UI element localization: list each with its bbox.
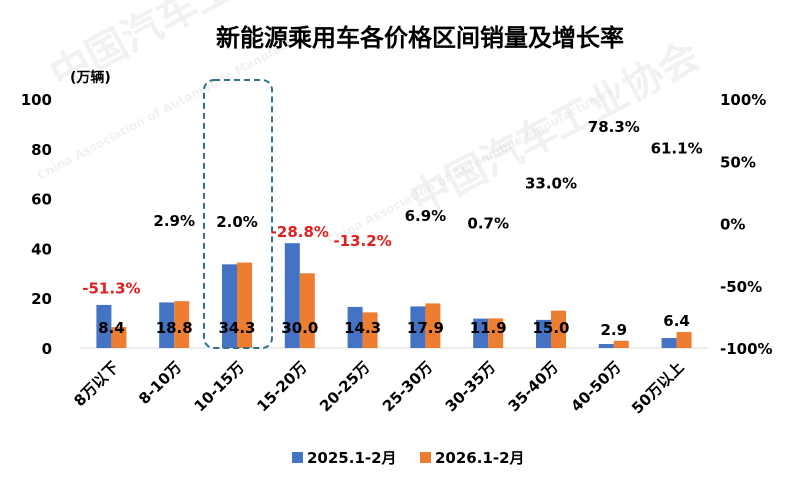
x-tick-label: 50万以上	[628, 358, 687, 417]
value-labels: 8.4 18.8 34.3 30.0 14.3 17.9 11.9 15.0 2.9 6.4	[98, 312, 690, 339]
value-label: 30.0	[281, 319, 318, 337]
x-tick-label: 20-25万	[316, 358, 373, 415]
right-tick-label: -50%	[720, 278, 762, 296]
growth-labels: -51.3% 2.9% 2.0% -28.8% -13.2% 6.9% 0.7% 33.0% 7…	[82, 118, 702, 297]
x-tick-label: 15-20万	[253, 358, 310, 415]
legend-label: 2025.1-2月	[307, 449, 397, 467]
legend-swatch	[420, 452, 431, 463]
legend-swatch	[292, 452, 303, 463]
bar-series1	[410, 306, 426, 348]
right-tick-label: 50%	[720, 153, 756, 171]
growth-label: 33.0%	[525, 174, 577, 192]
bar-series1	[222, 264, 237, 348]
bar-series1	[347, 306, 363, 348]
legend-label: 2026.1-2月	[435, 449, 525, 467]
left-axis-ticks: 0 20 40 60 80 100	[21, 91, 52, 358]
bar-series2	[299, 273, 315, 348]
highlight-box	[203, 79, 273, 349]
right-tick-label: -100%	[720, 340, 773, 358]
bar-series1	[159, 302, 175, 348]
highlight-rect	[203, 79, 273, 349]
growth-label: 2.0%	[216, 213, 258, 231]
bar-series1	[96, 304, 112, 348]
bar-series2	[425, 303, 441, 348]
left-tick-label: 0	[42, 340, 52, 358]
right-tick-label: 100%	[720, 91, 766, 109]
value-label: 8.4	[98, 319, 125, 337]
value-label: 17.9	[407, 319, 444, 337]
bar-series2	[551, 310, 566, 348]
growth-label: 6.9%	[405, 207, 447, 225]
growth-label: 2.9%	[153, 212, 195, 230]
value-label: 2.9	[601, 321, 628, 339]
value-label: 18.8	[156, 319, 193, 337]
x-tick-label: 30-35万	[442, 358, 499, 415]
bar-series2	[174, 301, 190, 348]
y-axis-unit: (万辆)	[70, 69, 111, 86]
bar-series2	[613, 340, 629, 348]
bar-series2	[237, 262, 252, 348]
left-tick-label: 40	[31, 240, 52, 258]
x-tick-label: 8-10万	[135, 358, 185, 408]
growth-label: 78.3%	[588, 118, 640, 136]
growth-label: -13.2%	[333, 232, 391, 250]
bar-series1	[598, 344, 614, 348]
bar-series1	[536, 319, 551, 348]
value-label: 11.9	[470, 319, 507, 337]
bar-series1	[284, 243, 300, 348]
value-label: 14.3	[344, 319, 381, 337]
bars	[96, 243, 692, 348]
chart-title: 新能源乘用车各价格区间销量及增长率	[216, 24, 624, 52]
bar-series2	[488, 318, 504, 348]
growth-label: -51.3%	[82, 279, 140, 297]
bar-series2	[111, 327, 127, 348]
x-tick-label: 8万以下	[70, 358, 122, 410]
growth-label: 61.1%	[651, 139, 703, 157]
value-label: 15.0	[532, 319, 569, 337]
x-tick-label: 25-30万	[379, 358, 436, 415]
left-tick-label: 80	[31, 141, 52, 159]
x-tick-label: 10-15万	[191, 358, 248, 415]
left-tick-label: 60	[31, 191, 52, 209]
right-axis-ticks: -100% -50% 0% 50% 100%	[720, 91, 773, 358]
left-tick-label: 100	[21, 91, 52, 109]
legend: 2025.1-2月 2026.1-2月	[292, 449, 525, 467]
x-tick-label: 40-50万	[567, 358, 624, 415]
x-axis-labels: 8万以下 8-10万 10-15万 15-20万 20-25万 25-30万 30-35万 3…	[70, 358, 687, 417]
left-tick-label: 20	[31, 290, 52, 308]
value-label: 34.3	[218, 319, 255, 337]
bar-series2	[676, 332, 692, 348]
bar-series1	[473, 318, 489, 348]
right-tick-label: 0%	[720, 216, 745, 234]
x-tick-label: 35-40万	[505, 358, 562, 415]
value-label: 6.4	[663, 312, 690, 330]
bar-series1	[661, 338, 677, 348]
growth-label: -28.8%	[271, 223, 329, 241]
growth-label: 0.7%	[467, 215, 509, 233]
bar-series2	[362, 312, 378, 348]
